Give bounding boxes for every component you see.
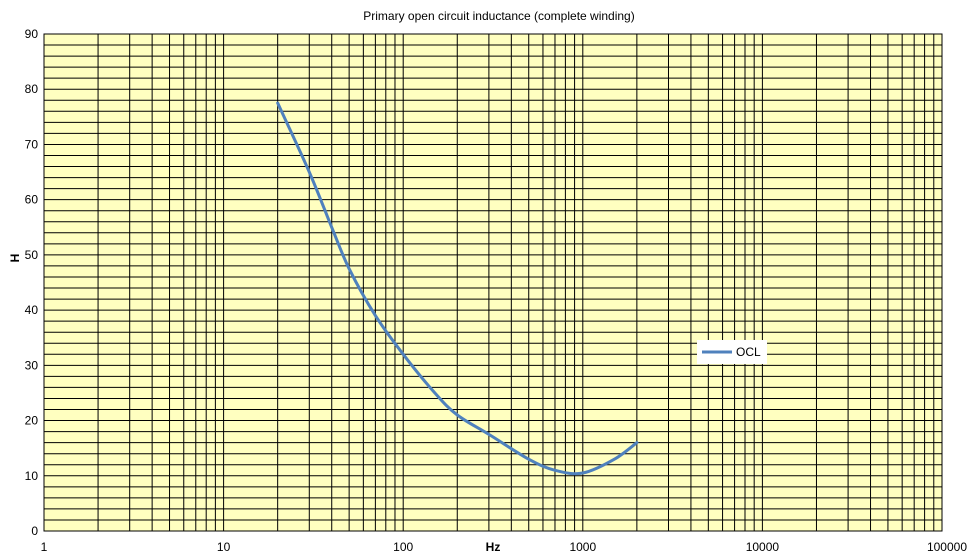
y-tick-label: 80 (25, 82, 39, 96)
x-axis-title: Hz (486, 540, 501, 554)
y-tick-label: 0 (31, 524, 38, 538)
y-tick-label: 40 (25, 303, 39, 317)
y-tick-label: 30 (25, 358, 39, 372)
y-tick-label: 70 (25, 137, 39, 151)
plot-area (44, 34, 942, 531)
plot-border (43, 33, 943, 532)
grid (43, 33, 943, 532)
x-tick-label: 1 (41, 540, 48, 554)
y-tick-label: 60 (25, 193, 39, 207)
y-tick-label: 10 (25, 469, 39, 483)
y-axis-ticks: 0 10 20 30 40 50 60 70 80 90 (25, 27, 39, 538)
x-tick-label: 10 (217, 540, 231, 554)
series-line-ocl (276, 101, 639, 476)
series-layer (276, 101, 639, 476)
legend: OCL (697, 340, 767, 364)
chart-title: Primary open circuit inductance (complet… (363, 9, 634, 23)
y-tick-label: 50 (25, 248, 39, 262)
y-axis-title: H (8, 254, 22, 263)
x-tick-label: 100 (393, 540, 413, 554)
y-tick-label: 90 (25, 27, 39, 41)
x-tick-label: 1000 (569, 540, 596, 554)
x-axis-ticks: 1 10 100 1000 10000 100000 (41, 540, 968, 554)
legend-label-ocl: OCL (736, 345, 761, 359)
x-tick-label: 10000 (746, 540, 780, 554)
y-tick-label: 20 (25, 414, 39, 428)
x-tick-label: 100000 (927, 540, 967, 554)
